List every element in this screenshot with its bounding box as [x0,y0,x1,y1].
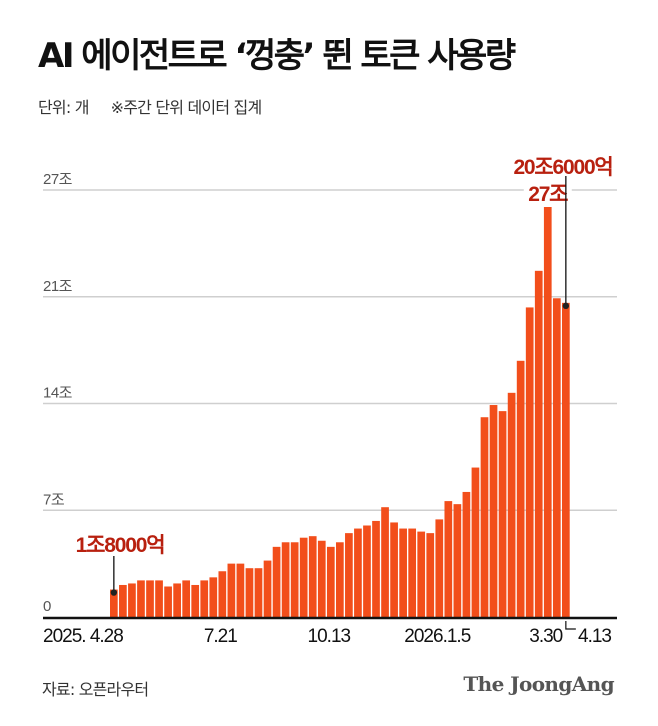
bar [543,205,552,617]
bar [489,405,498,617]
bar [119,584,127,617]
bar [336,542,344,617]
x-tick-label: 4.13 [578,626,611,647]
x-tick-label: 10.13 [308,626,351,647]
bar [354,528,362,617]
bar [245,568,254,617]
bar [173,583,181,617]
bar [191,584,200,617]
annotation-label: 1조8000억 [76,534,165,557]
annotation-label: 27조 [528,183,568,206]
bar [236,563,245,617]
x-tick-label: 7.21 [204,626,237,647]
bar [317,540,326,617]
bar [408,528,417,617]
bar [218,571,227,617]
bar [326,546,335,617]
bar [182,580,191,617]
bar [471,467,480,617]
bar [417,531,426,617]
annotations: 1조8000억 27조 20조6000억 [76,156,614,596]
x-tick-label: 2025. 4.28 [43,626,123,647]
bar [345,533,353,617]
bar [525,307,534,617]
bar [562,302,570,617]
bar [200,580,209,617]
bar [128,583,136,617]
y-tick-label: 21조 [43,278,73,295]
x-tick-label: 3.30 [529,626,562,647]
annotation-marker [110,589,118,596]
bar [507,392,516,617]
bar [155,580,163,617]
chart-title: AI 에이전트로 ‘껑충’ 뛴 토큰 사용량 [38,36,516,76]
bar [110,589,118,617]
y-tick-label: 14조 [43,385,73,402]
unit-label: 단위: 개 [38,98,89,117]
annotation-marker [562,302,570,310]
aggregation-note: ※주간 단위 데이터 집계 [110,98,263,117]
bar [534,270,543,617]
bar [462,491,471,617]
bar [290,542,299,617]
bar [498,411,507,617]
bar [453,504,462,617]
bar [390,522,398,617]
bar [516,360,525,617]
bar [480,417,489,617]
y-tick-label: 27조 [43,171,73,188]
source-credit: 자료: 오픈라우터 [42,680,149,699]
bar [281,542,290,617]
bar [137,580,145,617]
bar-series [110,205,570,617]
annotation-label: 20조6000억 [513,156,612,179]
bar [426,533,435,617]
publisher-logo: The JoongAng [463,672,614,696]
y-tick-label: 0 [43,598,51,615]
bar [272,546,281,617]
bar [254,568,263,617]
bar [308,536,317,617]
bar [299,537,308,617]
bar [263,560,272,617]
label-background [523,181,572,207]
bar [381,507,389,617]
bar [399,528,407,617]
bar [164,586,172,617]
bar [444,501,453,617]
y-tick-label: 7조 [43,491,65,508]
chart-subtitle: 단위: 개 ※주간 단위 데이터 집계 [38,94,263,118]
bar [146,580,154,617]
x-tick-leader [565,621,576,630]
bar [435,519,444,617]
bar [372,520,380,617]
bar [227,563,236,617]
bar [209,577,218,617]
bar [363,525,371,617]
x-axis: 2025. 4.28 7.21 10.13 2026.1.5 3.30 4.13 [43,616,617,647]
x-tick-label: 2026.1.5 [404,626,470,647]
bar [552,298,561,617]
